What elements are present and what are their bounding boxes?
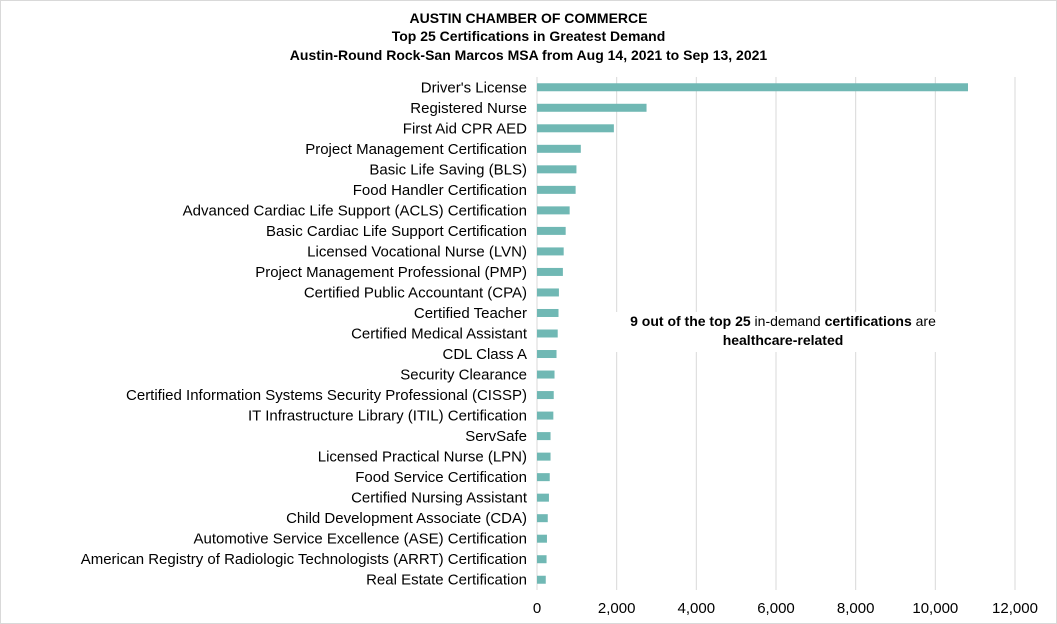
x-tick-label: 8,000 (837, 600, 875, 617)
category-label: Child Development Associate (CDA) (286, 510, 527, 527)
bar (537, 144, 581, 153)
x-tick-label: 6,000 (757, 600, 795, 617)
category-labels: Driver's License Registered Nurse First Ai… (81, 79, 528, 588)
annotation-certifications: certifications (824, 313, 912, 329)
category-label: Advanced Cardiac Life Support (ACLS) Cer… (183, 202, 527, 219)
category-label: Project Management Professional (PMP) (255, 264, 527, 281)
bar (537, 391, 554, 400)
chart-title: AUSTIN CHAMBER OF COMMERCE (409, 10, 648, 26)
category-label: CDL Class A (443, 346, 527, 363)
bar (537, 329, 558, 338)
category-label: Licensed Vocational Nurse (LVN) (307, 243, 527, 260)
bar (537, 103, 647, 112)
bar (537, 247, 564, 256)
category-label: Security Clearance (400, 367, 527, 384)
healthcare-annotation: 9 out of the top 25 in-demand certificat… (604, 312, 962, 352)
x-axis-tick-labels: 0 2,000 4,000 6,000 8,000 10,000 12,000 (533, 600, 1038, 617)
bar (537, 185, 576, 194)
category-label: Certified Nursing Assistant (351, 490, 528, 507)
category-label: Project Management Certification (305, 141, 527, 158)
annotation-text: in-demand (750, 313, 825, 329)
annotation-count: 9 out of the top 25 (630, 313, 751, 329)
category-label: Registered Nurse (410, 100, 527, 117)
bar (537, 124, 614, 133)
bar (537, 575, 546, 584)
category-label: ServSafe (465, 428, 527, 445)
bar (537, 226, 566, 235)
bar (537, 308, 559, 317)
x-tick-label: 0 (533, 600, 541, 617)
category-label: IT Infrastructure Library (ITIL) Certifi… (248, 408, 527, 425)
category-label: Certified Information Systems Security P… (126, 387, 527, 404)
bar (537, 370, 555, 379)
category-label: Basic Cardiac Life Support Certification (266, 223, 527, 240)
category-label: Licensed Practical Nurse (LPN) (318, 449, 527, 466)
bar (537, 288, 559, 297)
bar (537, 555, 547, 564)
category-label: First Aid CPR AED (403, 120, 527, 137)
bar (537, 534, 547, 543)
category-label: Real Estate Certification (366, 572, 527, 589)
bar (537, 473, 550, 482)
bar (537, 83, 968, 92)
category-label: Certified Public Accountant (CPA) (304, 284, 527, 301)
category-label: Driver's License (421, 79, 527, 96)
category-label: Certified Teacher (414, 305, 527, 322)
category-label: Basic Life Saving (BLS) (369, 161, 527, 178)
category-label: Certified Medical Assistant (351, 326, 528, 343)
bar (537, 514, 548, 523)
x-tick-label: 2,000 (598, 600, 636, 617)
bar (537, 411, 554, 420)
x-tick-label: 4,000 (678, 600, 716, 617)
annotation-are: are (911, 313, 936, 329)
bars (537, 83, 968, 584)
chart-subtitle: Top 25 Certifications in Greatest Demand (391, 28, 666, 44)
bar (537, 432, 551, 441)
bar (537, 493, 549, 502)
bar (537, 350, 557, 359)
chart-subtitle-period: Austin-Round Rock-San Marcos MSA from Au… (289, 47, 768, 63)
x-tick-label: 10,000 (912, 600, 958, 617)
category-label: Food Handler Certification (353, 182, 527, 199)
bar (537, 267, 563, 276)
x-tick-label: 12,000 (992, 600, 1038, 617)
category-label: American Registry of Radiologic Technolo… (81, 551, 527, 568)
category-label: Food Service Certification (355, 469, 527, 486)
bar (537, 165, 577, 174)
bar (537, 452, 551, 461)
bar (537, 206, 570, 215)
category-label: Automotive Service Excellence (ASE) Cert… (194, 531, 527, 548)
annotation-healthcare: healthcare-related (722, 332, 844, 348)
